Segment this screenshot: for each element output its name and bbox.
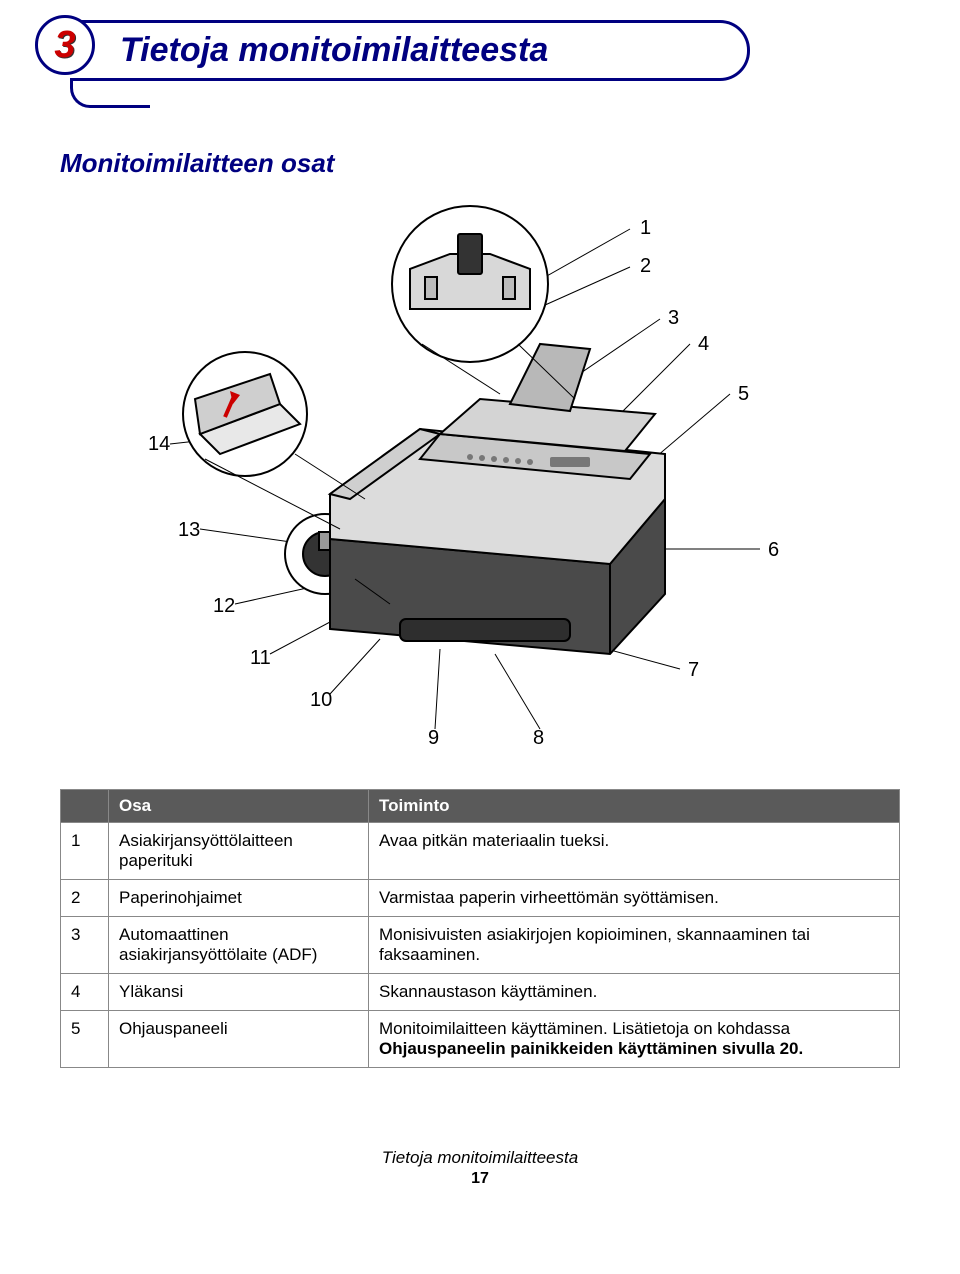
- cell-num: 5: [61, 1011, 109, 1068]
- cell-num: 1: [61, 823, 109, 880]
- cell-part: Yläkansi: [109, 974, 369, 1011]
- cell-num: 3: [61, 917, 109, 974]
- parts-table: Osa Toiminto 1 Asiakirjansyöttölaitteen …: [60, 789, 900, 1068]
- page-footer: Tietoja monitoimilaitteesta 17: [60, 1148, 900, 1188]
- callout-11: 11: [250, 647, 271, 670]
- chapter-title-box: Tietoja monitoimilaitteesta: [70, 20, 750, 81]
- cell-part: Paperinohjaimet: [109, 880, 369, 917]
- callout-4: 4: [698, 333, 709, 356]
- cell-func: Monisivuisten asiakirjojen kopioiminen, …: [369, 917, 900, 974]
- callout-9: 9: [428, 727, 439, 750]
- table-row: 3 Automaattinen asiakirjansyöttölaite (A…: [61, 917, 900, 974]
- callout-2: 2: [640, 255, 651, 278]
- cell-num: 2: [61, 880, 109, 917]
- cell-func: Monitoimilaitteen käyttäminen. Lisätieto…: [369, 1011, 900, 1068]
- cell-func: Skannaustason käyttäminen.: [369, 974, 900, 1011]
- chapter-title: Tietoja monitoimilaitteesta: [120, 31, 548, 69]
- cell-part: Automaattinen asiakirjansyöttölaite (ADF…: [109, 917, 369, 974]
- callout-8: 8: [533, 727, 544, 750]
- detail-closeup: [392, 206, 548, 362]
- callout-12: 12: [213, 595, 235, 618]
- cell-part: Ohjauspaneeli: [109, 1011, 369, 1068]
- footer-title: Tietoja monitoimilaitteesta: [382, 1148, 578, 1167]
- table-row: 5 Ohjauspaneeli Monitoimilaitteen käyttä…: [61, 1011, 900, 1068]
- chapter-decor-tail: [70, 78, 150, 108]
- cell-func: Avaa pitkän materiaalin tueksi.: [369, 823, 900, 880]
- callout-6: 6: [768, 539, 779, 562]
- table-row: 2 Paperinohjaimet Varmistaa paperin virh…: [61, 880, 900, 917]
- callout-14: 14: [148, 433, 170, 456]
- cell-func: Varmistaa paperin virheettömän syöttämis…: [369, 880, 900, 917]
- callout-7: 7: [688, 659, 699, 682]
- chapter-header: 3 Tietoja monitoimilaitteesta: [60, 20, 900, 108]
- callout-1: 1: [640, 217, 651, 240]
- callout-10: 10: [310, 689, 332, 712]
- chapter-number-badge: 3: [35, 15, 95, 75]
- section-title: Monitoimilaitteen osat: [60, 148, 900, 179]
- chapter-number: 3: [54, 24, 75, 67]
- callout-13: 13: [178, 519, 200, 542]
- cell-num: 4: [61, 974, 109, 1011]
- printer-svg: [70, 199, 890, 759]
- th-num: [61, 790, 109, 823]
- th-part: Osa: [109, 790, 369, 823]
- cell-func-text: Monitoimilaitteen käyttäminen. Lisätieto…: [379, 1019, 803, 1058]
- callout-5: 5: [738, 383, 749, 406]
- table-row: 1 Asiakirjansyöttölaitteen paperituki Av…: [61, 823, 900, 880]
- footer-page: 17: [60, 1170, 900, 1188]
- cell-part: Asiakirjansyöttölaitteen paperituki: [109, 823, 369, 880]
- printer-diagram: 1 2 3 4 5 6 7 8 9 10 11 12 13 14: [70, 199, 890, 759]
- th-func: Toiminto: [369, 790, 900, 823]
- callout-3: 3: [668, 307, 679, 330]
- table-row: 4 Yläkansi Skannaustason käyttäminen.: [61, 974, 900, 1011]
